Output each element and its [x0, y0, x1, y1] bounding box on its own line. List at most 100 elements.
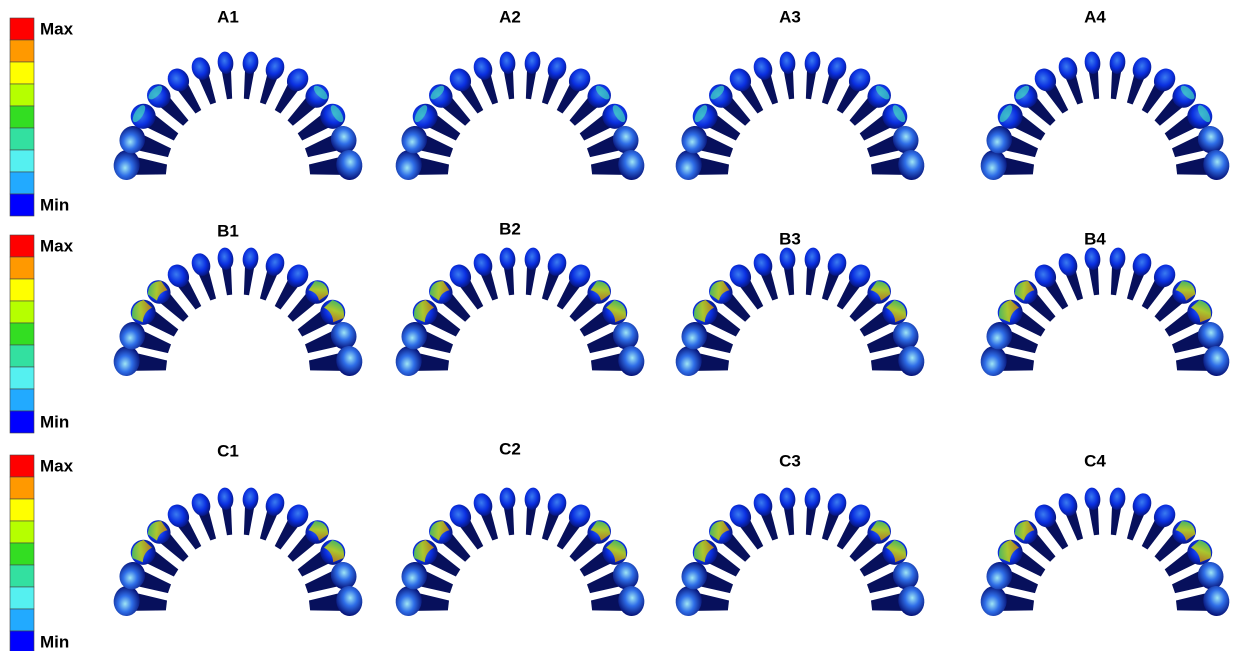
tooth-crown [499, 247, 517, 271]
tooth [217, 487, 238, 536]
legend-min-label: Min [40, 412, 69, 431]
color-legend: Max Min [10, 235, 74, 433]
dental-arch: A3 [674, 7, 926, 184]
tooth [1084, 487, 1105, 536]
tooth [239, 487, 260, 536]
dental-arch: A1 [112, 7, 364, 184]
legend-swatch [10, 411, 34, 433]
tooth-crown [499, 487, 517, 511]
legend-swatch [10, 521, 34, 543]
legend-max-label: Max [40, 456, 74, 475]
tooth-crown [1202, 585, 1231, 618]
tooth-crown [779, 247, 797, 271]
tooth-crown [1202, 345, 1231, 378]
tooth-crown [979, 345, 1008, 378]
panel-label: A1 [217, 7, 239, 26]
tooth-crown [617, 345, 646, 378]
tooth [217, 51, 238, 100]
figure: MaxMinMaxMinMaxMinA1A2A3A4B1B2B3B4C1C2C3… [0, 0, 1250, 651]
legend-swatch [10, 367, 34, 389]
tooth-crown [524, 487, 542, 511]
panel-label: C3 [779, 451, 801, 470]
legend-swatch [10, 323, 34, 345]
legend-swatch [10, 477, 34, 499]
tooth-crown [242, 247, 260, 271]
tooth-crown [1084, 487, 1102, 511]
legend-min-label: Min [40, 195, 69, 214]
tooth-crown [897, 345, 926, 378]
panel-label: B2 [499, 219, 521, 238]
legend-min-label: Min [40, 632, 69, 651]
tooth-crown [242, 487, 260, 511]
legend-swatch [10, 257, 34, 279]
legend-swatch [10, 150, 34, 172]
dental-arch: C1 [112, 441, 364, 620]
legend-swatch [10, 235, 34, 257]
tooth [1106, 51, 1127, 100]
tooth [521, 487, 542, 536]
tooth-crown [1109, 247, 1127, 271]
legend-swatch [10, 279, 34, 301]
legend-max-label: Max [40, 236, 74, 255]
tooth-crown [1084, 247, 1102, 271]
dental-arch: B3 [674, 229, 926, 380]
tooth [1084, 247, 1105, 296]
tooth-crown [335, 345, 364, 378]
tooth-crown [979, 149, 1008, 182]
legend-swatch [10, 345, 34, 367]
tooth [521, 247, 542, 296]
tooth-crown [335, 585, 364, 618]
tooth [1106, 247, 1127, 296]
color-legend: Max Min [10, 455, 74, 651]
tooth-crown [674, 149, 703, 182]
legend-swatch [10, 587, 34, 609]
legend-swatch [10, 301, 34, 323]
panel-label: A4 [1084, 7, 1106, 26]
panel-label: B3 [779, 229, 801, 248]
tooth-crown [112, 585, 141, 618]
tooth-crown [217, 487, 235, 511]
dental-arch: C2 [394, 439, 646, 620]
tooth [499, 487, 520, 536]
tooth-crown [804, 487, 822, 511]
panel-label: C1 [217, 441, 239, 460]
tooth-crown [394, 345, 423, 378]
panel-label: B4 [1084, 229, 1106, 248]
legend-swatch [10, 543, 34, 565]
tooth-crown [804, 51, 822, 75]
tooth [779, 247, 800, 296]
panel-label: C4 [1084, 451, 1106, 470]
legend-swatch [10, 631, 34, 651]
tooth [1106, 487, 1127, 536]
legend-swatch [10, 499, 34, 521]
tooth-crown [394, 149, 423, 182]
dental-arch: B4 [979, 229, 1231, 380]
tooth [239, 247, 260, 296]
tooth-crown [674, 585, 703, 618]
tooth-crown [394, 585, 423, 618]
tooth [801, 487, 822, 536]
legend-swatch [10, 389, 34, 411]
legend-swatch [10, 609, 34, 631]
tooth-crown [524, 247, 542, 271]
tooth-crown [1202, 149, 1231, 182]
panel-label: A2 [499, 7, 521, 26]
tooth [1084, 51, 1105, 100]
tooth [239, 51, 260, 100]
color-legend: MaxMin [10, 18, 74, 216]
legend-swatch [10, 565, 34, 587]
legend-swatch [10, 106, 34, 128]
tooth-crown [897, 585, 926, 618]
tooth [801, 51, 822, 100]
tooth [801, 247, 822, 296]
tooth [217, 247, 238, 296]
dental-arch: A4 [979, 7, 1231, 184]
dental-arch: C3 [674, 451, 926, 620]
tooth-crown [112, 345, 141, 378]
tooth [499, 51, 520, 100]
tooth-crown [112, 149, 141, 182]
legend-swatch [10, 62, 34, 84]
tooth [521, 51, 542, 100]
legend-swatch [10, 455, 34, 477]
dental-arch: B1 [112, 221, 364, 380]
